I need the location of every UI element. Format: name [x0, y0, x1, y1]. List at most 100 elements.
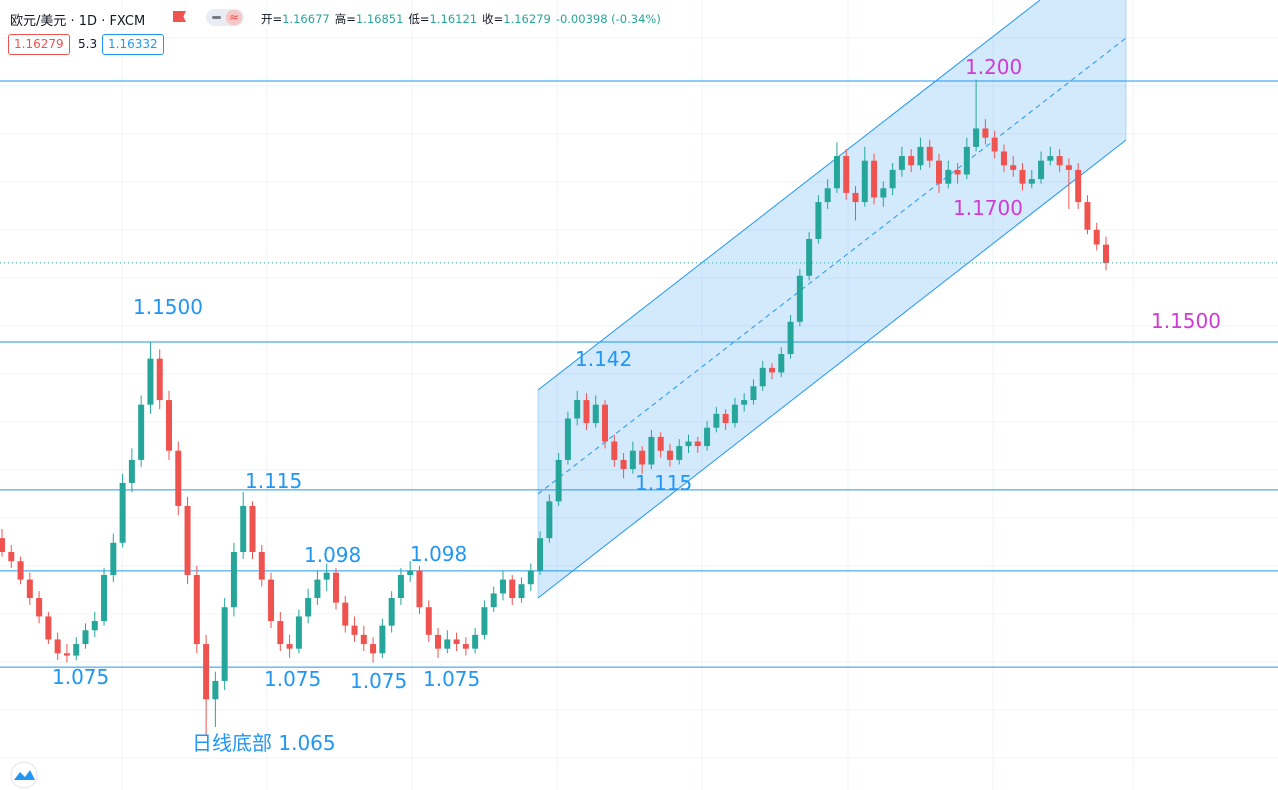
- badge-spread: 5.3: [72, 34, 104, 55]
- ohlc-label: 高=: [334, 12, 356, 26]
- candle-body: [323, 572, 330, 580]
- candle-body: [861, 160, 868, 203]
- badge-price: 1.16279: [8, 34, 70, 55]
- candle-body: [184, 505, 191, 576]
- channel-fill: [538, 0, 1126, 598]
- candle-body: [472, 634, 479, 649]
- candle-body: [221, 607, 228, 681]
- candle-body: [657, 436, 664, 451]
- candle-body: [908, 156, 915, 166]
- candle-body: [240, 505, 247, 552]
- annotation: 1.1500: [133, 295, 203, 319]
- ohlc-value: 1.16851: [355, 12, 404, 26]
- candle-body: [620, 459, 627, 470]
- ohlc-label: 收=: [482, 12, 504, 26]
- candle-body: [1010, 165, 1017, 170]
- candle-body: [982, 128, 989, 138]
- candle-body: [1075, 169, 1082, 203]
- candle-body: [555, 459, 562, 502]
- candle-body: [564, 418, 571, 460]
- candle-body: [750, 386, 757, 401]
- candle-body: [8, 551, 15, 562]
- candle-body: [546, 501, 553, 539]
- candle-body: [759, 367, 766, 387]
- candle-body: [416, 570, 423, 608]
- candle-body: [128, 459, 135, 483]
- candle-body: [926, 146, 933, 161]
- candle-body: [973, 128, 980, 147]
- candle-body: [592, 404, 599, 424]
- candle-body: [843, 156, 850, 193]
- candle-body: [629, 450, 636, 470]
- channel-mid: [537, 37, 1127, 495]
- candle-body: [277, 621, 284, 645]
- ohlc-value: 1.16279: [503, 12, 551, 26]
- candle-body: [203, 644, 210, 700]
- candle-body: [0, 538, 5, 552]
- ohlc-value: 1.16121: [429, 12, 478, 26]
- candle-body: [444, 639, 451, 649]
- candle-body: [388, 598, 395, 626]
- candle-body: [1038, 160, 1045, 180]
- toggle[interactable]: ≈: [206, 9, 244, 26]
- candle-body: [602, 404, 609, 442]
- candle-body: [518, 584, 525, 599]
- candle-body: [397, 575, 404, 599]
- candle-body: [101, 575, 108, 622]
- candle-body: [91, 621, 98, 631]
- candle-body: [917, 146, 924, 166]
- candle-body: [574, 400, 581, 419]
- candle-body: [991, 137, 998, 152]
- candle-body: [676, 446, 683, 460]
- candle-body: [499, 579, 506, 594]
- ohlc-legend: 开=1.16677 高=1.16851 低=1.16121 收=1.16279 -0.0…: [261, 11, 666, 27]
- candle-body: [611, 441, 618, 460]
- candle-body: [147, 358, 154, 405]
- candle-body: [898, 156, 905, 170]
- logo: [10, 761, 38, 789]
- candle-body: [704, 427, 711, 447]
- annotation: 1.142: [575, 347, 632, 371]
- annotation: 1.098: [410, 542, 467, 566]
- candle-body: [648, 436, 655, 465]
- annotation: 1.115: [245, 469, 302, 493]
- ohlc-label: 低=: [408, 12, 430, 26]
- candle-body: [268, 579, 275, 622]
- candle-body: [453, 639, 460, 645]
- candle-body: [583, 400, 590, 424]
- annotation: 1.075: [264, 667, 321, 691]
- badge-price: 1.16332: [102, 34, 164, 55]
- candle-body: [666, 450, 673, 460]
- candle-body: [889, 169, 896, 189]
- candle-body: [314, 579, 321, 599]
- candle-body: [685, 441, 692, 447]
- candle-body: [722, 413, 729, 424]
- candle-body: [110, 542, 117, 576]
- candle-body: [36, 598, 43, 617]
- candle-body: [815, 202, 822, 239]
- levels: [0, 80, 1278, 668]
- candle-body: [936, 160, 943, 184]
- candle-body: [370, 644, 377, 654]
- annotation: 1.075: [350, 669, 407, 693]
- candle-body: [1056, 156, 1063, 166]
- candle-body: [230, 551, 237, 608]
- annotation: 1.1500: [1151, 309, 1221, 333]
- candle-body: [45, 616, 52, 640]
- annotations: 1.1500 1.115 1.098 1.098 1.075 1.075 1.075 1.07…: [52, 55, 1221, 755]
- candle-body: [379, 625, 386, 654]
- candle-body: [73, 644, 80, 656]
- candle-body: [54, 639, 61, 654]
- candle-body: [880, 188, 887, 198]
- candle-body: [342, 602, 349, 626]
- ohlc-label: 开=: [261, 12, 283, 26]
- candle-body: [360, 634, 367, 645]
- candle-body: [119, 482, 126, 543]
- candle-body: [796, 275, 803, 322]
- candle-body: [778, 354, 785, 373]
- flag-icon[interactable]: [173, 11, 186, 22]
- candle-body: [258, 551, 265, 580]
- candle-body: [1000, 151, 1007, 166]
- candle-body: [295, 616, 302, 649]
